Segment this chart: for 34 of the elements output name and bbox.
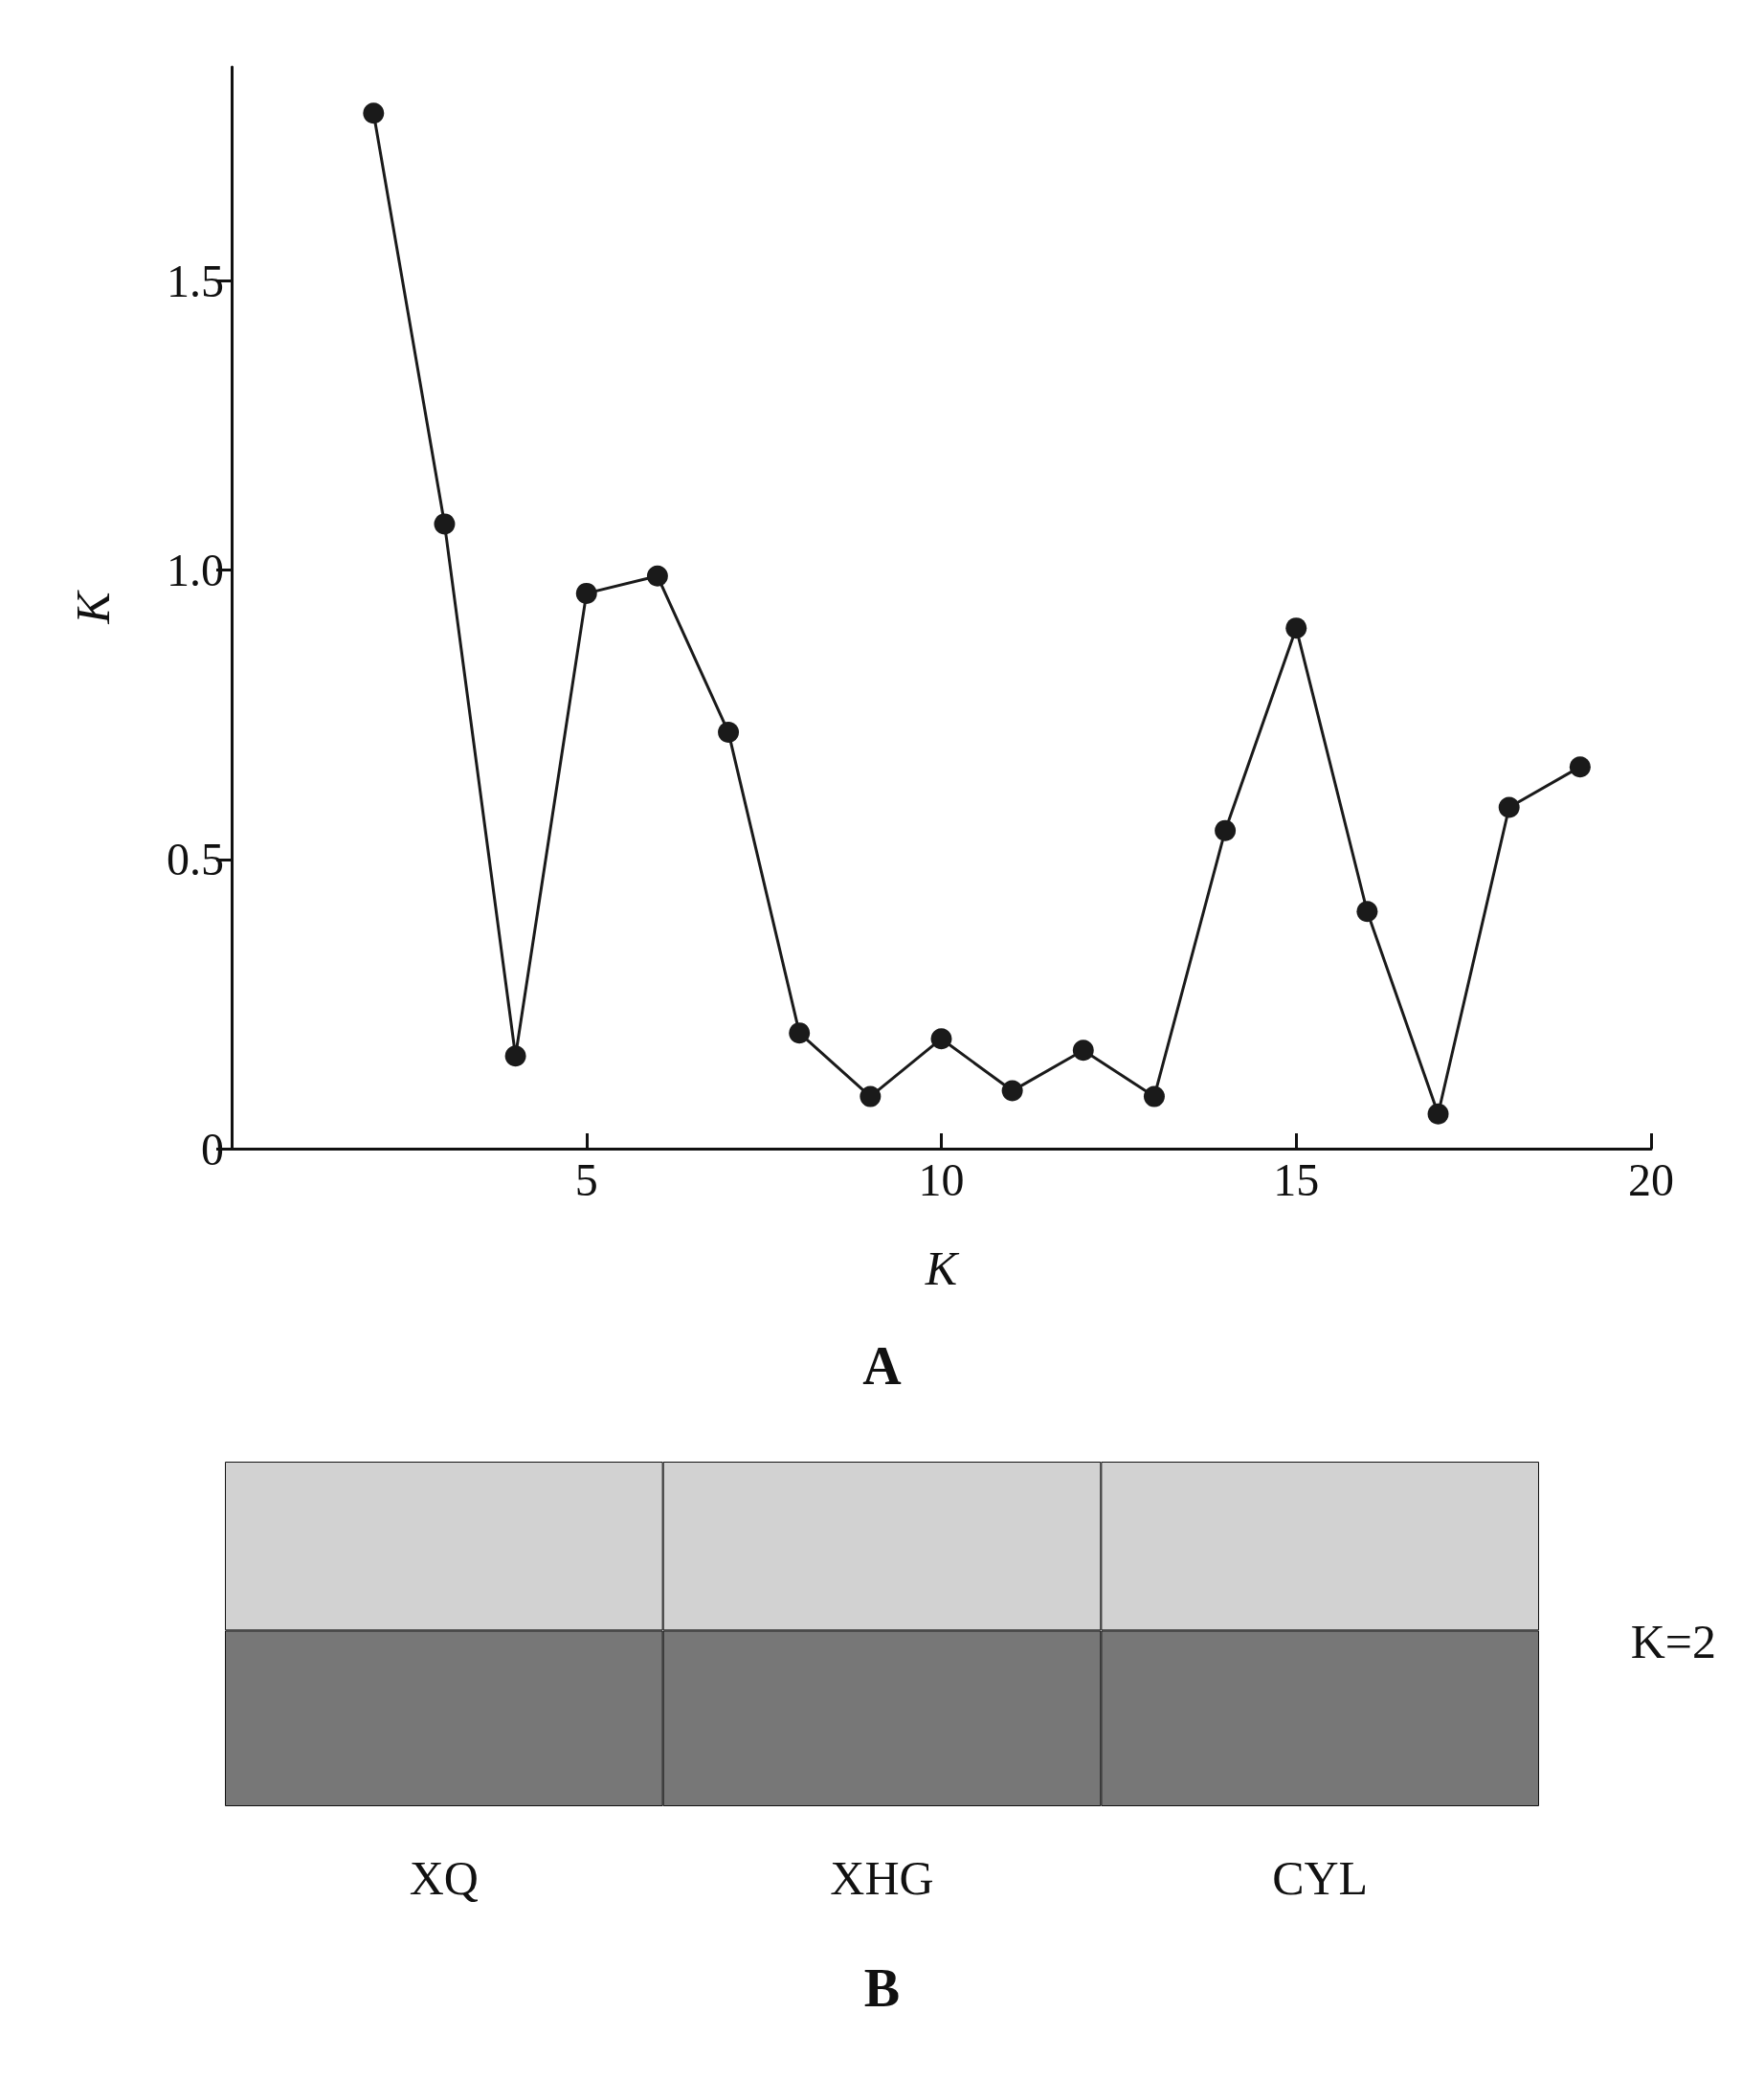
point — [1215, 819, 1237, 841]
point — [930, 1028, 952, 1050]
point — [575, 582, 597, 604]
point — [789, 1022, 811, 1044]
y-tick-label: 1.0 — [167, 545, 224, 596]
point — [1498, 796, 1520, 818]
y-tick-label: 1.5 — [167, 256, 224, 307]
x-tick-label: XQ — [409, 1851, 479, 1905]
point — [1427, 1103, 1449, 1125]
point — [1285, 617, 1307, 639]
point — [1143, 1085, 1165, 1107]
y-tick-label: 0.5 — [167, 834, 224, 885]
x-tick-label: XHG — [830, 1851, 934, 1905]
x-tick-label: CYL — [1272, 1851, 1369, 1905]
text: B — [863, 1958, 901, 2018]
point — [363, 102, 385, 124]
y-axis-title: K — [66, 589, 120, 625]
text: A — [862, 1336, 903, 1396]
point — [1356, 901, 1378, 923]
x-tick-label: 10 — [918, 1153, 965, 1205]
point — [646, 565, 668, 587]
point — [718, 721, 740, 743]
x-tick-label: 15 — [1273, 1153, 1320, 1205]
point — [1072, 1040, 1094, 1062]
point — [860, 1085, 882, 1107]
x-tick-label: 20 — [1628, 1153, 1674, 1205]
y-tick-label: 0 — [201, 1123, 224, 1174]
text: K=2 — [1630, 1615, 1717, 1668]
x-tick-label: 5 — [574, 1153, 598, 1205]
point — [504, 1045, 526, 1067]
point — [1569, 756, 1591, 778]
point — [434, 513, 456, 535]
x-axis-title: K — [924, 1241, 960, 1295]
point — [1001, 1080, 1023, 1102]
